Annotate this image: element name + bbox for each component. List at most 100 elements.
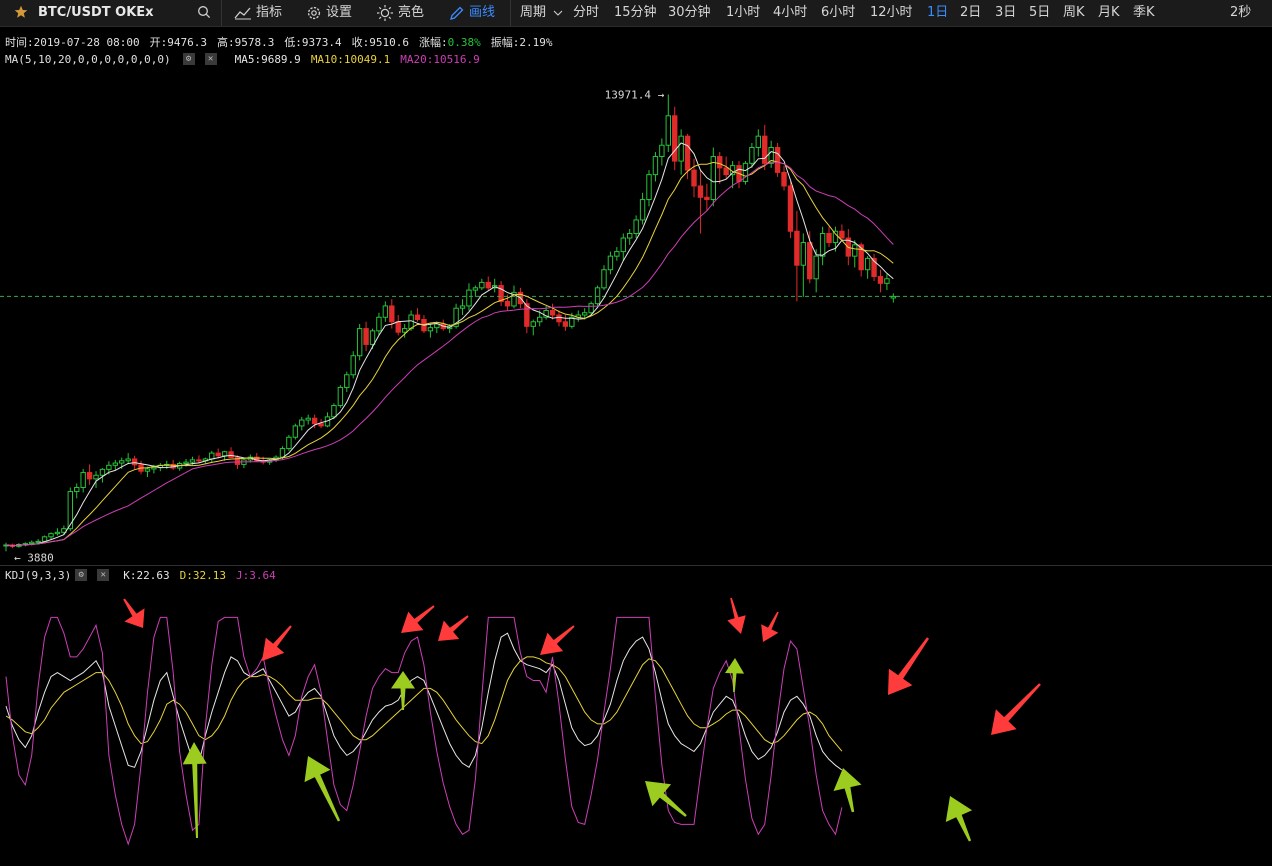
info-low: 低:9373.4	[284, 36, 342, 49]
red-arrow-annotation	[991, 683, 1041, 735]
candle	[871, 253, 877, 282]
candle	[344, 371, 350, 392]
period-option[interactable]: 1日	[927, 5, 949, 20]
candle	[369, 328, 376, 349]
candle	[112, 459, 119, 471]
candle	[691, 158, 697, 198]
candle	[839, 224, 845, 241]
toolbar: BTC/USDT OKEx 指标 设置 亮色	[0, 0, 1272, 27]
candle	[228, 447, 234, 459]
candle	[601, 265, 607, 291]
candle	[86, 464, 93, 485]
period-option[interactable]: 3日	[995, 5, 1017, 20]
candle	[594, 285, 601, 306]
green-arrow-annotation	[182, 742, 207, 838]
candle	[401, 324, 408, 338]
kdj-legend: KDJ(9,3,3) ⚙ ✕ K:22.63 D:32.13 J:3.64	[5, 569, 286, 582]
candle	[800, 233, 807, 297]
candle	[363, 321, 369, 352]
red-arrow-annotation	[761, 611, 779, 642]
period-option[interactable]: 6小时	[821, 5, 856, 20]
ma-close-icon[interactable]: ✕	[204, 53, 217, 65]
candle	[536, 310, 543, 327]
period-option[interactable]: 季K	[1133, 5, 1155, 20]
candle	[318, 419, 324, 429]
symbol-title[interactable]: BTC/USDT OKEx	[38, 5, 154, 20]
candle	[697, 170, 704, 234]
candle	[633, 215, 639, 239]
period-option[interactable]: 12小时	[870, 5, 913, 20]
candle	[620, 233, 626, 261]
period-option[interactable]: 2日	[960, 5, 982, 20]
candle	[376, 312, 382, 336]
candle	[665, 94, 671, 153]
candle	[311, 414, 318, 429]
period-option[interactable]: 30分钟	[668, 5, 711, 20]
candle	[299, 416, 305, 431]
candle	[196, 455, 202, 464]
candlestick-chart[interactable]: 13971.4 → ← 3880	[0, 66, 1272, 564]
candle	[884, 274, 890, 291]
search-icon[interactable]	[197, 0, 211, 26]
period-option[interactable]: 月K	[1098, 5, 1120, 20]
candle	[659, 138, 665, 166]
draw-line-label: 画线	[469, 5, 496, 20]
red-arrow-annotation	[123, 598, 145, 628]
candle	[582, 308, 588, 320]
period-option[interactable]: 1小时	[726, 5, 761, 20]
period-option[interactable]: 4小时	[773, 5, 808, 20]
kdj-chart[interactable]	[0, 566, 1272, 866]
info-open: 开:9476.3	[149, 36, 207, 49]
sun-icon	[377, 4, 393, 21]
info-time: 时间:2019-07-28 08:00	[5, 36, 140, 49]
period-option[interactable]: 15分钟	[614, 5, 657, 20]
ma-settings-icon[interactable]: ⚙	[182, 53, 195, 65]
indicators-button[interactable]: 指标	[234, 0, 282, 26]
kdj-params: KDJ(9,3,3)	[5, 569, 72, 582]
kdj-j-line	[5, 616, 843, 846]
ma5-line	[5, 142, 894, 547]
candle	[48, 532, 54, 540]
kdj-d-value: D:32.13	[179, 569, 226, 582]
candle	[61, 525, 67, 535]
candle	[723, 156, 729, 180]
candle	[427, 324, 434, 338]
green-arrow-annotation	[391, 671, 415, 710]
pen-icon	[450, 6, 464, 20]
candle	[292, 423, 299, 440]
candle	[819, 226, 826, 266]
theme-button[interactable]: 亮色	[376, 0, 424, 26]
red-arrow-annotation	[438, 615, 469, 641]
candle	[672, 106, 678, 171]
candle	[382, 301, 389, 322]
candle	[466, 283, 472, 311]
ma10-line	[5, 159, 894, 547]
candle	[356, 324, 363, 361]
candle	[774, 142, 781, 177]
candle	[864, 256, 871, 279]
pane-divider[interactable]	[0, 565, 1272, 566]
candle	[877, 269, 884, 293]
period-option[interactable]: 分时	[573, 5, 600, 20]
draw-line-button[interactable]: 画线	[449, 0, 495, 26]
favorite-star-icon[interactable]	[14, 0, 28, 26]
settings-button[interactable]: 设置	[306, 0, 352, 26]
info-close: 收:9510.6	[351, 36, 410, 49]
candle	[588, 301, 594, 315]
period-option[interactable]: 5日	[1029, 5, 1051, 20]
info-change-label: 涨幅:	[419, 36, 448, 49]
refresh-interval[interactable]: 2秒	[1230, 5, 1252, 20]
kdj-settings-icon[interactable]: ⚙	[75, 569, 88, 581]
min-price-label: ← 3880	[14, 551, 54, 564]
candle	[556, 310, 562, 327]
candle	[144, 466, 151, 478]
ma-legend: MA(5,10,20,0,0,0,0,0,0,0) ⚙ ✕ MA5:9689.9 MA1…	[5, 53, 490, 66]
candle	[717, 152, 723, 184]
info-high: 高:9578.3	[216, 36, 275, 49]
kdj-close-icon[interactable]: ✕	[97, 569, 110, 581]
candle	[215, 448, 221, 459]
candle	[472, 285, 479, 297]
red-arrow-annotation	[727, 597, 746, 634]
period-option[interactable]: 周K	[1063, 5, 1085, 20]
period-dropdown[interactable]: 周期	[520, 0, 563, 26]
